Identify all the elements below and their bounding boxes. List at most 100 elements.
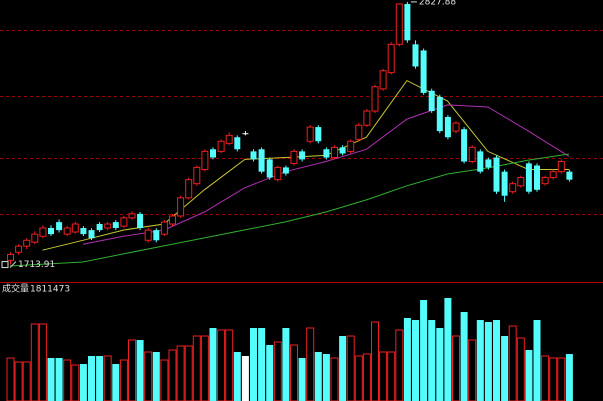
candle-body [169, 215, 176, 225]
volume-bar [306, 327, 315, 401]
candle-body [201, 150, 209, 171]
candle-body [266, 159, 273, 178]
volume-bar [339, 336, 347, 401]
candle-body [306, 126, 314, 142]
volume-bar [412, 320, 419, 401]
candle-body [217, 140, 225, 152]
candle-body [63, 227, 71, 235]
candle-body [56, 222, 63, 231]
volume-bar [484, 322, 492, 401]
volume-bar [192, 335, 201, 401]
candle-body [282, 167, 289, 174]
candle-body [96, 223, 103, 231]
volume-bar [128, 339, 136, 401]
volume-bar [136, 339, 144, 401]
candle-body [160, 221, 168, 235]
volume-bar [508, 325, 517, 401]
candle-body [290, 150, 298, 164]
volume-bar [88, 355, 95, 401]
volume-bar [184, 345, 193, 401]
volume-bar [403, 318, 411, 401]
candle-body [153, 230, 160, 241]
candle-body [485, 159, 492, 168]
candle-body [461, 129, 468, 162]
volume-bar [38, 323, 47, 401]
volume-bar [444, 297, 452, 401]
candle-body [120, 217, 128, 227]
candle-body [48, 228, 54, 235]
candle-body [39, 227, 47, 237]
volume-bar [420, 299, 428, 401]
candle-body [420, 50, 427, 93]
candle-body [323, 149, 330, 158]
volume-bar [119, 359, 128, 401]
volume-bar [30, 323, 39, 401]
candle-body [185, 179, 193, 199]
candle-body [517, 177, 525, 187]
candle-body [225, 134, 233, 144]
volume-bar [266, 345, 274, 401]
candle-body [371, 86, 379, 112]
candle-body [404, 4, 411, 41]
volume-bar [176, 345, 185, 401]
volume-bar [168, 349, 177, 401]
candle-body [557, 161, 565, 173]
volume-bar [160, 359, 169, 401]
volume-bar [468, 339, 477, 401]
volume-bar [346, 335, 355, 401]
candle-body [549, 171, 557, 179]
volume-bar [541, 355, 550, 401]
volume-bar [395, 329, 404, 401]
volume-bar [200, 335, 209, 401]
volume-bar [103, 355, 112, 401]
volume-bar [557, 357, 566, 401]
candle-body [177, 197, 185, 217]
volume-bar [516, 337, 525, 401]
volume-bar [330, 357, 339, 401]
volume-bar [525, 350, 533, 401]
volume-bar [501, 336, 509, 401]
volume-bar [55, 357, 63, 401]
volume-bar [14, 361, 23, 401]
candle-body [7, 253, 14, 261]
volume-bar [354, 355, 363, 401]
volume-bar [282, 327, 290, 401]
volume-bar [6, 357, 15, 401]
volume-bar [258, 327, 266, 401]
volume-bar [22, 361, 31, 401]
volume-title: 成交量 [2, 283, 29, 295]
volume-bar [565, 354, 573, 401]
candle-body [468, 146, 476, 163]
volume-bar [96, 355, 104, 401]
candle-body [331, 146, 338, 159]
candle-body [31, 233, 39, 243]
candle-body [444, 116, 451, 138]
candle-body [88, 230, 95, 239]
candle-body [525, 163, 532, 192]
volume-bar [371, 321, 379, 401]
candle-body [234, 137, 241, 150]
volume-last: 1811473 [30, 285, 70, 295]
candle-body [144, 229, 152, 241]
volume-bar [112, 364, 120, 401]
volume-bar [298, 357, 306, 401]
volume-bar [225, 329, 234, 401]
volume-bar [71, 364, 80, 401]
candle-body [104, 223, 112, 229]
candle-body [23, 239, 31, 247]
candle-body [274, 166, 282, 181]
volume-bar [47, 357, 55, 401]
candle-body [493, 157, 500, 192]
candle-body [387, 43, 395, 74]
volume-bar [273, 341, 282, 401]
volume-bar [460, 311, 468, 401]
candle-body [436, 96, 443, 132]
candle-body [299, 151, 306, 160]
candle-body [15, 245, 23, 253]
volume-bar [241, 355, 249, 401]
volume-bar [250, 327, 257, 401]
candle-body [250, 151, 257, 160]
candle-body [339, 147, 346, 154]
